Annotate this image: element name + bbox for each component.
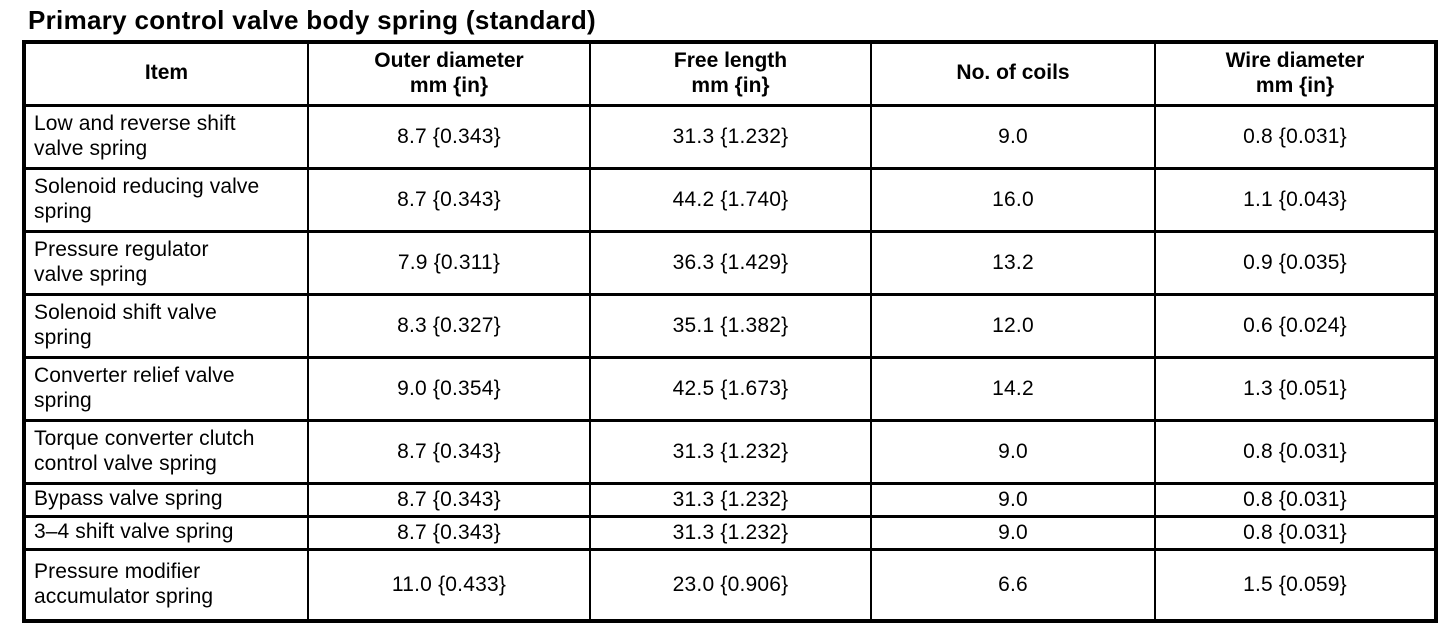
item-cell: Torque converter clutch control valve sp… bbox=[23, 418, 309, 485]
item-cell: Solenoid reducing valve spring bbox=[23, 166, 309, 233]
wire-diameter-cell: 1.5 {0.059} bbox=[1154, 547, 1437, 623]
coils-cell: 9.0 bbox=[870, 103, 1156, 170]
col-header-unit: mm {in} bbox=[691, 73, 770, 97]
outer-diameter-cell: 8.7 {0.343} bbox=[307, 481, 591, 518]
free-length-cell: 44.2 {1.740} bbox=[589, 166, 872, 233]
free-length-cell: 42.5 {1.673} bbox=[589, 355, 872, 422]
coils-cell: 9.0 bbox=[870, 481, 1156, 518]
coils-cell: 9.0 bbox=[870, 418, 1156, 485]
item-cell: Pressure regulator valve spring bbox=[23, 229, 309, 296]
coils-cell: 9.0 bbox=[870, 514, 1156, 551]
item-cell: Solenoid shift valve spring bbox=[23, 292, 309, 359]
col-header-label: Wire diameter bbox=[1225, 48, 1365, 72]
table-row: Solenoid shift valve spring 8.3 {0.327} … bbox=[23, 292, 1437, 359]
item-cell: Low and reverse shift valve spring bbox=[23, 103, 309, 170]
wire-diameter-cell: 0.6 {0.024} bbox=[1154, 292, 1437, 359]
table-title: Primary control valve body spring (stand… bbox=[28, 5, 596, 35]
table-row: Bypass valve spring 8.7 {0.343} 31.3 {1.… bbox=[23, 481, 1437, 518]
wire-diameter-cell: 0.8 {0.031} bbox=[1154, 418, 1437, 485]
col-header-wire-diameter: Wire diameter mm {in} bbox=[1154, 40, 1437, 107]
outer-diameter-cell: 9.0 {0.354} bbox=[307, 355, 591, 422]
table-row: 3–4 shift valve spring 8.7 {0.343} 31.3 … bbox=[23, 514, 1437, 551]
free-length-cell: 23.0 {0.906} bbox=[589, 547, 872, 623]
wire-diameter-cell: 0.9 {0.035} bbox=[1154, 229, 1437, 296]
outer-diameter-cell: 8.3 {0.327} bbox=[307, 292, 591, 359]
item-cell: 3–4 shift valve spring bbox=[23, 514, 309, 551]
table-row: Pressure modifier accumulator spring 11.… bbox=[23, 547, 1437, 623]
table-row: Solenoid reducing valve spring 8.7 {0.34… bbox=[23, 166, 1437, 233]
col-header-unit: mm {in} bbox=[409, 73, 489, 97]
wire-diameter-cell: 0.8 {0.031} bbox=[1154, 103, 1437, 170]
coils-cell: 13.2 bbox=[870, 229, 1156, 296]
col-header-item: Item bbox=[23, 40, 309, 107]
col-header-label: Outer diameter bbox=[374, 48, 524, 72]
coils-cell: 6.6 bbox=[870, 547, 1156, 623]
free-length-cell: 31.3 {1.232} bbox=[589, 418, 872, 485]
coils-cell: 14.2 bbox=[870, 355, 1156, 422]
table-row: Torque converter clutch control valve sp… bbox=[23, 418, 1437, 485]
wire-diameter-cell: 0.8 {0.031} bbox=[1154, 481, 1437, 518]
free-length-cell: 35.1 {1.382} bbox=[589, 292, 872, 359]
outer-diameter-cell: 11.0 {0.433} bbox=[307, 547, 591, 623]
free-length-cell: 36.3 {1.429} bbox=[589, 229, 872, 296]
document-page: Primary control valve body spring (stand… bbox=[22, 5, 1438, 623]
item-cell: Bypass valve spring bbox=[23, 481, 309, 518]
coils-cell: 16.0 bbox=[870, 166, 1156, 233]
outer-diameter-cell: 8.7 {0.343} bbox=[307, 166, 591, 233]
spring-spec-table: Item Outer diameter mm {in} Free length … bbox=[22, 40, 1438, 623]
free-length-cell: 31.3 {1.232} bbox=[589, 514, 872, 551]
wire-diameter-cell: 0.8 {0.031} bbox=[1154, 514, 1437, 551]
col-header-label: No. of coils bbox=[956, 61, 1070, 85]
outer-diameter-cell: 8.7 {0.343} bbox=[307, 103, 591, 170]
col-header-label: Item bbox=[144, 61, 189, 85]
header-row: Item Outer diameter mm {in} Free length … bbox=[23, 40, 1437, 107]
table-row: Converter relief valve spring 9.0 {0.354… bbox=[23, 355, 1437, 422]
outer-diameter-cell: 8.7 {0.343} bbox=[307, 418, 591, 485]
table-row: Pressure regulator valve spring 7.9 {0.3… bbox=[23, 229, 1437, 296]
coils-cell: 12.0 bbox=[870, 292, 1156, 359]
item-cell: Converter relief valve spring bbox=[23, 355, 309, 422]
col-header-no-of-coils: No. of coils bbox=[870, 40, 1156, 107]
free-length-cell: 31.3 {1.232} bbox=[589, 103, 872, 170]
wire-diameter-cell: 1.1 {0.043} bbox=[1154, 166, 1437, 233]
wire-diameter-cell: 1.3 {0.051} bbox=[1154, 355, 1437, 422]
free-length-cell: 31.3 {1.232} bbox=[589, 481, 872, 518]
col-header-outer-diameter: Outer diameter mm {in} bbox=[307, 40, 591, 107]
col-header-free-length: Free length mm {in} bbox=[589, 40, 872, 107]
col-header-unit: mm {in} bbox=[1255, 73, 1335, 97]
item-cell: Pressure modifier accumulator spring bbox=[23, 547, 309, 623]
outer-diameter-cell: 8.7 {0.343} bbox=[307, 514, 591, 551]
outer-diameter-cell: 7.9 {0.311} bbox=[307, 229, 591, 296]
col-header-label: Free length bbox=[673, 48, 788, 72]
table-row: Low and reverse shift valve spring 8.7 {… bbox=[23, 103, 1437, 170]
